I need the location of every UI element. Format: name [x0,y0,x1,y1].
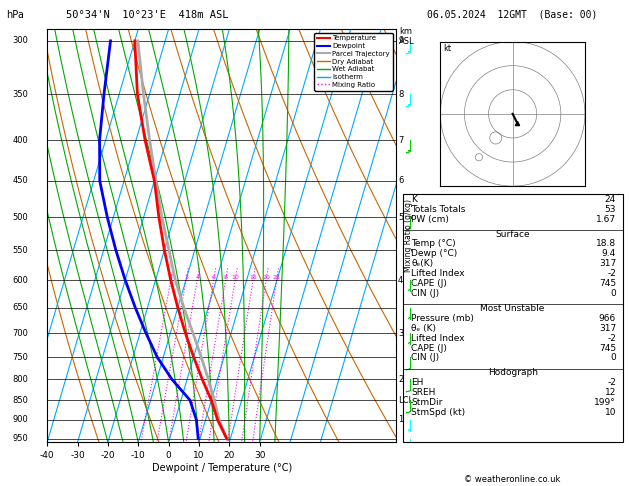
Text: Most Unstable: Most Unstable [481,304,545,313]
Text: 20: 20 [262,275,270,280]
Text: Mixing Ratio (g/kg): Mixing Ratio (g/kg) [404,199,413,272]
Text: θₑ (K): θₑ (K) [411,324,437,333]
Text: Totals Totals: Totals Totals [411,205,465,214]
Text: 06.05.2024  12GMT  (Base: 00): 06.05.2024 12GMT (Base: 00) [428,10,598,19]
Text: 300: 300 [12,36,28,45]
Text: Surface: Surface [495,229,530,239]
Text: 450: 450 [12,176,28,185]
Legend: Temperature, Dewpoint, Parcel Trajectory, Dry Adiabat, Wet Adiabat, Isotherm, Mi: Temperature, Dewpoint, Parcel Trajectory… [314,33,392,90]
Text: 6: 6 [212,275,216,280]
Text: -2: -2 [607,334,616,343]
Text: 350: 350 [12,89,28,99]
Text: Lifted Index: Lifted Index [411,269,465,278]
Text: 9: 9 [398,36,403,45]
Text: EH: EH [411,378,424,387]
Text: 8: 8 [398,89,403,99]
Text: 850: 850 [12,396,28,405]
Text: 1: 1 [398,416,403,424]
X-axis label: Dewpoint / Temperature (°C): Dewpoint / Temperature (°C) [152,463,292,473]
Text: 7: 7 [398,136,403,145]
Text: 900: 900 [12,416,28,424]
Text: 25: 25 [272,275,281,280]
Text: -2: -2 [607,269,616,278]
Text: 9.4: 9.4 [602,249,616,259]
Text: km
ASL: km ASL [399,27,415,46]
Text: 550: 550 [12,245,28,255]
Text: 3: 3 [184,275,188,280]
Text: 600: 600 [12,276,28,285]
Text: 4: 4 [195,275,199,280]
Text: θₑ(K): θₑ(K) [411,260,433,268]
Text: LCL: LCL [398,396,413,405]
Text: 650: 650 [12,303,28,312]
Text: 400: 400 [12,136,28,145]
Text: Hodograph: Hodograph [487,368,538,377]
Text: 745: 745 [599,279,616,288]
Text: 199°: 199° [594,398,616,407]
Text: 0: 0 [610,289,616,298]
Text: PW (cm): PW (cm) [411,215,449,224]
Text: 50°34'N  10°23'E  418m ASL: 50°34'N 10°23'E 418m ASL [66,10,228,19]
Text: CIN (J): CIN (J) [411,353,440,363]
Text: 4: 4 [398,276,403,285]
Text: 10: 10 [231,275,239,280]
Text: 3: 3 [398,329,403,338]
Text: 2: 2 [398,375,403,384]
Text: -2: -2 [607,378,616,387]
Text: 317: 317 [599,324,616,333]
Text: SREH: SREH [411,388,436,397]
Text: 317: 317 [599,260,616,268]
Text: 15: 15 [249,275,257,280]
Text: 18.8: 18.8 [596,240,616,248]
Text: kt: kt [443,44,452,53]
Text: Dewp (°C): Dewp (°C) [411,249,458,259]
Text: 700: 700 [12,329,28,338]
Text: K: K [411,195,417,204]
Text: 12: 12 [604,388,616,397]
Text: StmDir: StmDir [411,398,443,407]
Text: 53: 53 [604,205,616,214]
Text: 8: 8 [224,275,228,280]
Text: 1.67: 1.67 [596,215,616,224]
Text: Temp (°C): Temp (°C) [411,240,456,248]
Text: Pressure (mb): Pressure (mb) [411,314,474,323]
Text: Lifted Index: Lifted Index [411,334,465,343]
Text: 745: 745 [599,344,616,352]
Text: 500: 500 [12,213,28,222]
Text: StmSpd (kt): StmSpd (kt) [411,408,465,417]
Text: 2: 2 [169,275,173,280]
Text: 750: 750 [12,352,28,362]
Text: 966: 966 [599,314,616,323]
Text: CAPE (J): CAPE (J) [411,279,447,288]
Text: CAPE (J): CAPE (J) [411,344,447,352]
Text: 5: 5 [398,213,403,222]
Text: hPa: hPa [6,10,24,19]
Text: 10: 10 [604,408,616,417]
Text: 6: 6 [398,176,403,185]
Text: 800: 800 [12,375,28,384]
Text: CIN (J): CIN (J) [411,289,440,298]
Text: © weatheronline.co.uk: © weatheronline.co.uk [464,474,561,484]
Text: 24: 24 [605,195,616,204]
Text: 0: 0 [610,353,616,363]
Text: 950: 950 [12,434,28,443]
